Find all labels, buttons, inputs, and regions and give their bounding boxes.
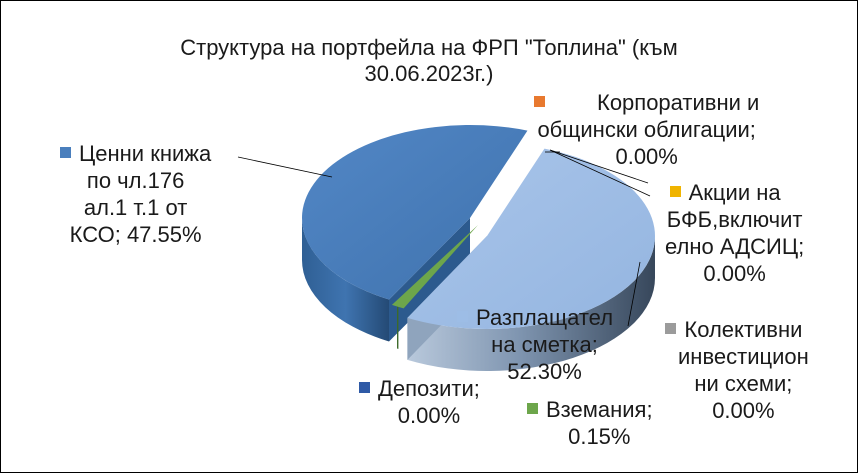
label-securities-line-2: по чл.176: [86, 168, 185, 193]
slice-ценни-книжа-по-чл-176-ал-1-т-1-от-ксо-side: [302, 218, 390, 342]
label-current-account-line-3: 52.30%: [507, 359, 582, 384]
label-bse-shares-line-4: 0.00%: [703, 261, 766, 286]
legend-swatch-securities: [60, 147, 71, 158]
label-bse-shares-line-3: елно АДСИЦ;: [665, 234, 805, 259]
label-bse-shares-line-2: БФБ,включит: [666, 207, 803, 232]
label-receivables-line-1: Вземания;: [546, 397, 653, 422]
label-corporate-bonds-line-1: Корпоративни и: [597, 90, 760, 115]
label-current-account: Разплащател на сметка; 52.30%: [457, 304, 613, 385]
label-securities: Ценни книжа по чл.176 ал.1 т.1 от КСО; 4…: [60, 140, 211, 248]
leader-securities: [237, 156, 333, 178]
slice-ценни-книжа-по-чл-176-ал-1-т-1-от-ксо-top: [302, 124, 528, 300]
label-receivables: Вземания; 0.15%: [527, 396, 653, 450]
label-corporate-bonds: Корпоративни и общински облигации; 0.00%: [534, 89, 759, 170]
legend-swatch-collective-schemes: [665, 323, 677, 334]
leader-bse-shares: [549, 149, 651, 197]
legend-swatch-bse-shares: [669, 186, 681, 197]
label-collective-schemes-line-3: ни схеми;: [694, 371, 793, 396]
label-corporate-bonds-line-2: общински облигации;: [537, 117, 756, 142]
label-deposits: Депозити; 0.00%: [359, 375, 480, 429]
legend-swatch-current-account: [457, 311, 468, 322]
leader-current-account: [627, 261, 641, 327]
legend-swatch-deposits: [359, 382, 370, 393]
label-bse-shares-line-1: Акции на: [688, 180, 781, 205]
label-collective-schemes-line-4: 0.00%: [712, 398, 775, 423]
label-deposits-line-2: 0.00%: [397, 403, 461, 428]
label-collective-schemes-line-2: инвестицион: [678, 344, 809, 369]
label-current-account-line-1: Разплащател: [476, 305, 614, 330]
slice-вземания-side: [397, 306, 399, 349]
slice-разплащателна-сметка-side: [407, 236, 655, 371]
chart-title-line-2: 30.06.2023г.): [364, 61, 494, 86]
legend-swatch-corporate-bonds: [534, 96, 545, 107]
label-bse-shares: Акции на БФБ,включит елно АДСИЦ; 0.00%: [646, 179, 804, 287]
label-collective-schemes-line-1: Колективни: [684, 317, 803, 342]
slice-разплащателна-сметка-top: [407, 148, 655, 329]
slice-вземания-top: [391, 225, 478, 309]
label-current-account-line-2: на сметка;: [491, 332, 598, 357]
label-securities-line-1: Ценни книжа: [79, 141, 212, 166]
label-deposits-line-1: Депозити;: [378, 376, 480, 401]
leader-corporate-bonds: [549, 149, 649, 184]
chart-title-line-1: Структура на портфейла на ФРП "Топлина" …: [180, 35, 678, 60]
label-collective-schemes: Колективни инвестицион ни схеми; 0.00%: [659, 316, 809, 424]
label-securities-line-4: КСО; 47.55%: [69, 222, 202, 247]
legend-swatch-receivables: [527, 403, 538, 414]
slice-ценни-книжа-по-чл-176-ал-1-т-1-от-ксо-cut: [389, 218, 470, 342]
label-receivables-line-2: 0.15%: [568, 424, 631, 449]
label-securities-line-3: ал.1 т.1 от: [83, 195, 188, 220]
label-corporate-bonds-line-3: 0.00%: [615, 144, 678, 169]
